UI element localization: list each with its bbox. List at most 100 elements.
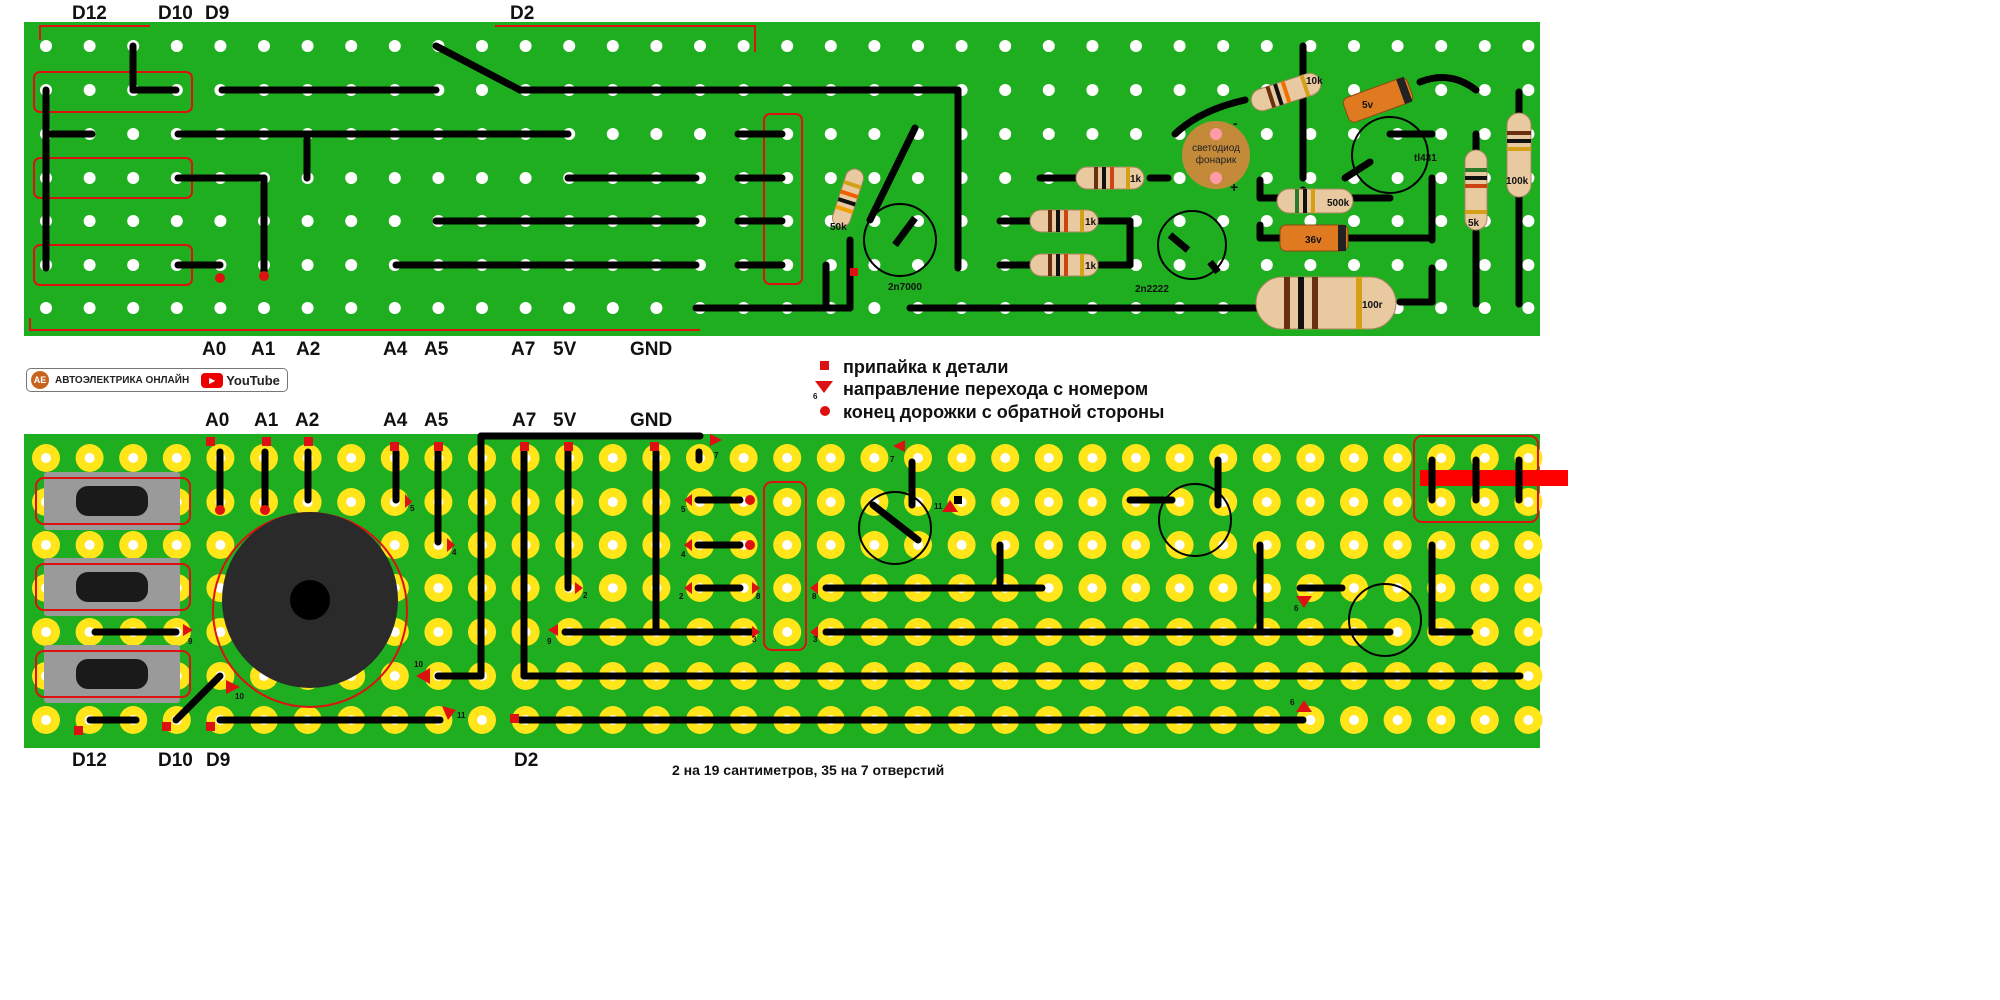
channel-logo-icon: AE [31,371,49,389]
hole [301,259,314,271]
hole [170,302,183,314]
label-tl431: tl431 [1414,153,1437,164]
pad-hole [1218,583,1229,593]
label-5v: 5v [1362,100,1374,111]
bottom-label-a7: A7 [512,410,536,431]
resistor-100r [1255,276,1397,330]
track-end-dot [259,271,269,281]
pad-hole [1087,453,1098,463]
hole [83,259,96,271]
hole [388,302,401,314]
hole [127,128,140,140]
top-label-d9: D9 [205,3,229,24]
pad-hole [1174,540,1185,550]
pad-hole [1392,453,1403,463]
hole [694,40,706,52]
bottom-label-d2: D2 [514,750,538,771]
pad-hole [913,540,923,550]
pad-hole [1523,453,1534,463]
hole [476,302,488,314]
pad-hole [1000,497,1011,507]
hole [1304,215,1317,227]
pad-hole [1174,583,1185,593]
hole [1348,215,1360,227]
jump-number: 4 [681,550,686,559]
jump-number: 10 [414,660,423,669]
hole [214,302,227,314]
label-36v: 36v [1305,235,1322,246]
top-label-d12: D12 [72,3,107,24]
hole [1522,302,1535,314]
jump-numbers: 7 7 11 5 5 4 4 2 2 8 8 3 3 9 9 10 10 11 … [188,451,1299,720]
bottom-solder-black [954,496,962,504]
pad-hole [1392,540,1403,550]
pad-hole [346,453,357,463]
hole [345,40,358,52]
hole [1435,302,1448,314]
pad-hole [782,453,793,463]
hole [1391,40,1404,52]
hole [1173,215,1186,227]
pad-hole [1523,627,1534,637]
hole [1304,40,1317,52]
label-2n2222: 2n2222 [1135,284,1169,295]
top-label-d10: D10 [158,3,193,24]
legend-dot-icon [820,406,830,416]
power-wire [1420,470,1568,486]
resistor-5k [1464,149,1488,231]
jump-number: 7 [890,455,895,464]
hole [127,259,140,271]
pad-hole [1436,540,1447,550]
hole [824,40,837,52]
hole [476,84,488,96]
resistor-1k-a [1075,166,1145,190]
label-500k: 500k [1327,198,1350,209]
label-2n7000: 2n7000 [888,282,922,293]
hole [1435,84,1448,96]
hole [432,172,445,184]
diode-36v [1279,224,1349,252]
stripboard-diagram: 50k 2n7000 1k 1k 1k [24,3,1568,778]
hole [999,84,1012,96]
resistor-10k [1250,72,1322,112]
hole [127,215,140,227]
hole [1260,215,1273,227]
hole [83,84,96,96]
jump-number: 3 [813,635,818,644]
jump-number: 7 [714,451,719,460]
hole [258,302,270,314]
top-labels: D12 D10 D9 D2 A0 A1 A2 A4 A5 A7 5V GND [72,3,672,360]
hole [606,128,619,140]
hole [868,40,881,52]
label-1k-b: 1k [1085,217,1097,228]
pad-hole [607,497,618,507]
hole [1086,84,1099,96]
pad-hole [215,627,226,637]
pad-hole [782,583,793,593]
jump-number: 5 [681,505,686,514]
buzzer-hole [290,580,330,620]
pad-hole [738,453,749,463]
hole [650,40,663,52]
bottom-solder-marks [74,437,659,735]
top-tracks [42,42,1523,312]
hole [1173,84,1186,96]
pad-hole [1305,453,1316,463]
jump-number: 9 [547,637,552,646]
jump-number: 9 [188,637,193,646]
hole [214,215,227,227]
pad-hole [1043,583,1054,593]
solder-mark [850,268,858,276]
pad-hole [1479,497,1490,507]
bottom-label-a0: A0 [205,410,229,431]
hole [1435,215,1448,227]
top-label-a1: A1 [251,339,276,360]
hole [781,215,794,227]
pad-hole [1087,497,1098,507]
pad-hole [1174,453,1185,463]
youtube-play-icon: ▶ [201,372,224,388]
bottom-transistor-2n7000 [858,491,932,565]
pad-hole [1174,497,1185,507]
hole [1042,128,1055,140]
tact-button-1 [35,472,191,530]
